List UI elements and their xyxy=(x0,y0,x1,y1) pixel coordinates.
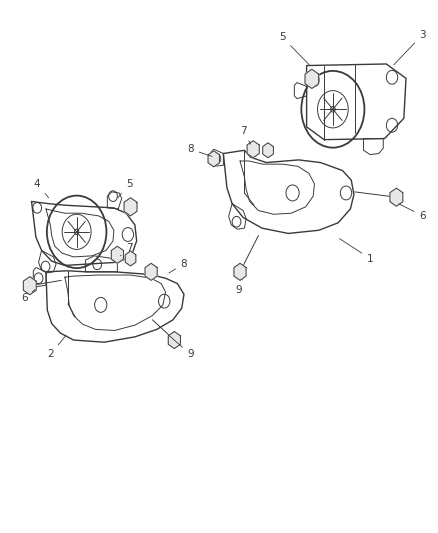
Polygon shape xyxy=(234,263,246,280)
Text: 9: 9 xyxy=(235,280,242,295)
Polygon shape xyxy=(145,263,157,280)
Polygon shape xyxy=(305,69,319,88)
Polygon shape xyxy=(168,332,180,349)
Polygon shape xyxy=(390,188,403,206)
Text: 8: 8 xyxy=(187,144,212,156)
Text: 4: 4 xyxy=(34,179,49,198)
Text: 6: 6 xyxy=(21,289,35,303)
Text: 2: 2 xyxy=(47,335,66,359)
Text: 1: 1 xyxy=(339,239,374,263)
Polygon shape xyxy=(111,246,124,263)
Text: 7: 7 xyxy=(240,126,251,144)
Polygon shape xyxy=(124,198,137,216)
Text: 8: 8 xyxy=(169,259,187,273)
Text: 5: 5 xyxy=(279,33,309,64)
Polygon shape xyxy=(208,151,219,167)
Text: 3: 3 xyxy=(394,30,426,64)
Polygon shape xyxy=(247,141,259,158)
Polygon shape xyxy=(23,277,36,295)
Text: 5: 5 xyxy=(118,179,133,198)
Polygon shape xyxy=(263,143,273,158)
Text: 9: 9 xyxy=(169,335,194,359)
Text: 6: 6 xyxy=(399,204,426,221)
Text: 7: 7 xyxy=(120,243,133,256)
Polygon shape xyxy=(125,251,136,266)
